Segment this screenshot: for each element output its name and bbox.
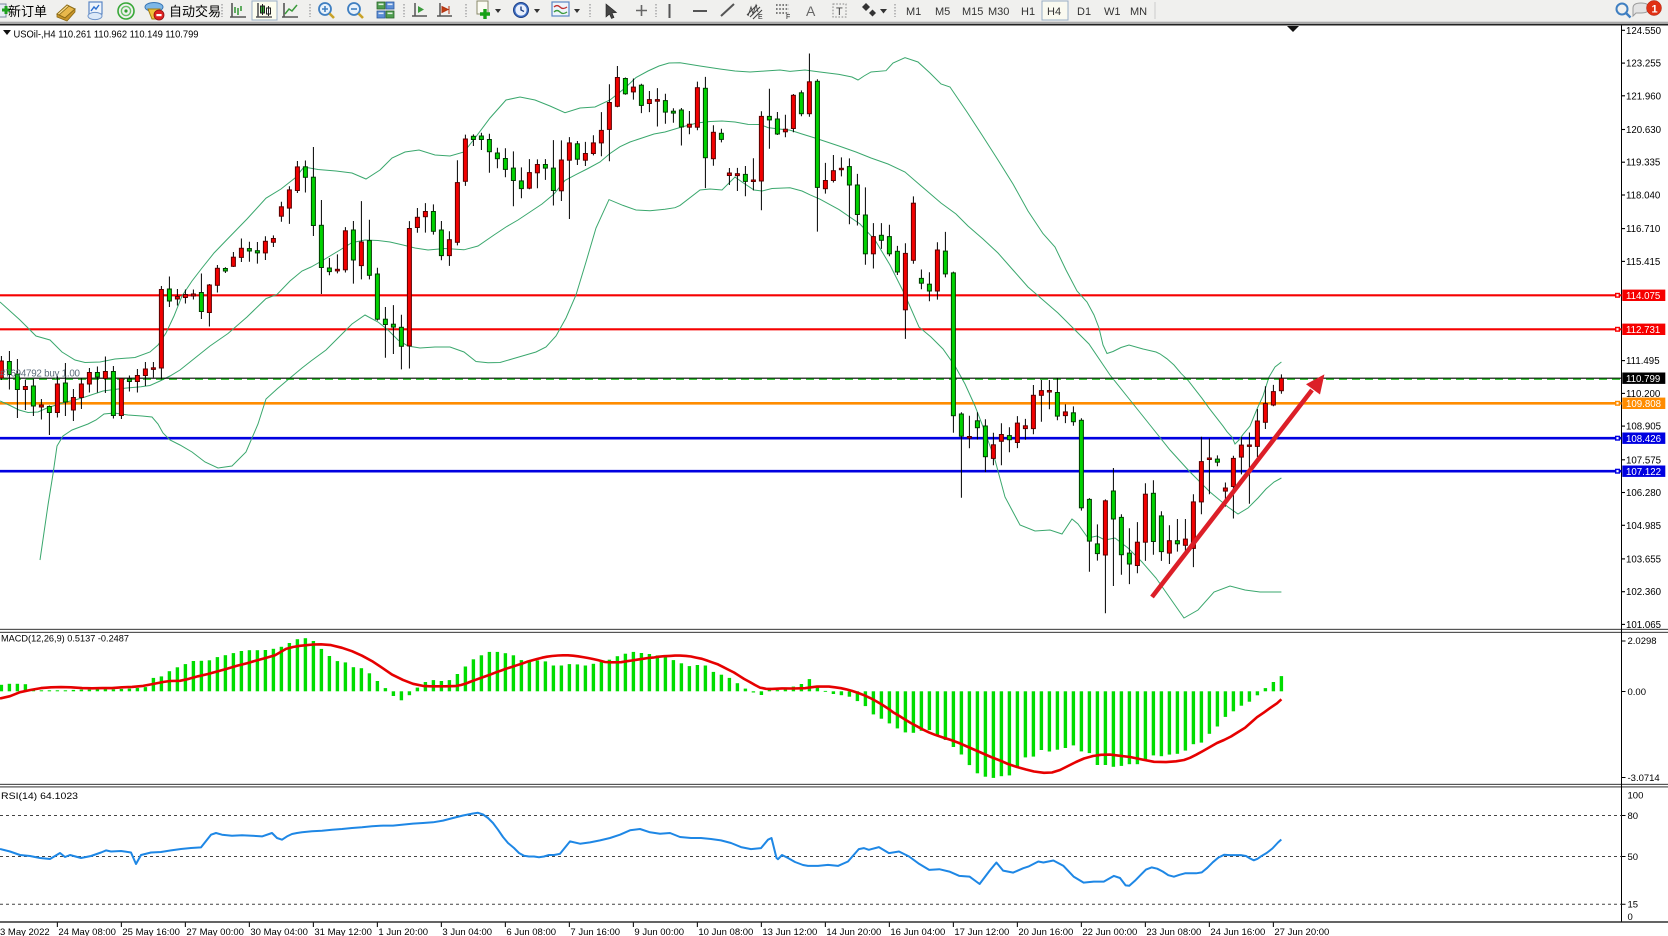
svg-text:109.808: 109.808: [1626, 399, 1661, 410]
svg-text:1: 1: [1652, 4, 1658, 16]
svg-text:H1: H1: [1021, 6, 1035, 18]
svg-text:123.255: 123.255: [1626, 59, 1661, 70]
svg-text:110.799: 110.799: [1626, 374, 1660, 385]
svg-text:100: 100: [1628, 791, 1644, 802]
svg-text:110.200: 110.200: [1626, 389, 1661, 400]
svg-text:3 Jun 04:00: 3 Jun 04:00: [442, 927, 492, 936]
svg-text:W1: W1: [1104, 6, 1121, 18]
svg-text:RSI(14) 64.1023: RSI(14) 64.1023: [1, 791, 78, 802]
svg-text:107.122: 107.122: [1626, 467, 1661, 478]
svg-text:31 May 12:00: 31 May 12:00: [314, 927, 372, 936]
svg-text:27 Jun 20:00: 27 Jun 20:00: [1274, 927, 1329, 936]
svg-text:1 Jun 20:00: 1 Jun 20:00: [378, 927, 428, 936]
svg-text:104.985: 104.985: [1626, 521, 1661, 532]
svg-text:30 May 04:00: 30 May 04:00: [250, 927, 308, 936]
svg-text:114.075: 114.075: [1626, 291, 1660, 302]
svg-text:2.0298: 2.0298: [1628, 636, 1657, 647]
svg-text:24 May 08:00: 24 May 08:00: [58, 927, 116, 936]
svg-text:118.040: 118.040: [1626, 191, 1661, 202]
svg-text:A: A: [806, 3, 816, 19]
svg-text:13 Jun 12:00: 13 Jun 12:00: [762, 927, 817, 936]
svg-text:107.575: 107.575: [1626, 455, 1661, 466]
svg-text:102.360: 102.360: [1626, 587, 1662, 598]
svg-text:80: 80: [1628, 811, 1639, 822]
svg-text:0: 0: [1628, 912, 1633, 923]
svg-text:M15: M15: [962, 6, 983, 18]
svg-text:25 May 16:00: 25 May 16:00: [122, 927, 180, 936]
svg-text:6 Jun 08:00: 6 Jun 08:00: [506, 927, 556, 936]
svg-text:23 Jun 08:00: 23 Jun 08:00: [1146, 927, 1201, 936]
svg-text:101.065: 101.065: [1626, 620, 1661, 631]
svg-text:16 Jun 04:00: 16 Jun 04:00: [890, 927, 945, 936]
svg-text:H4: H4: [1047, 6, 1061, 18]
svg-text:20 Jun 16:00: 20 Jun 16:00: [1018, 927, 1073, 936]
svg-text:17 Jun 12:00: 17 Jun 12:00: [954, 927, 1009, 936]
svg-text:M1: M1: [906, 6, 921, 18]
svg-text:116.710: 116.710: [1626, 224, 1661, 235]
svg-text:USOil-,H4 110.261 110.962 110: USOil-,H4 110.261 110.962 110.149 110.79…: [14, 29, 199, 41]
svg-text:#7694792 buy 1.00: #7694792 buy 1.00: [0, 369, 81, 380]
svg-text:14 Jun 20:00: 14 Jun 20:00: [826, 927, 881, 936]
svg-text:24 Jun 16:00: 24 Jun 16:00: [1210, 927, 1265, 936]
svg-text:115.415: 115.415: [1626, 257, 1660, 268]
svg-text:7 Jun 16:00: 7 Jun 16:00: [570, 927, 620, 936]
svg-text:新订单: 新订单: [8, 4, 47, 19]
svg-text:112.731: 112.731: [1626, 325, 1660, 336]
svg-text:F: F: [786, 14, 790, 21]
svg-text:15: 15: [1628, 900, 1639, 911]
svg-text:108.905: 108.905: [1626, 422, 1661, 433]
svg-text:-3.0714: -3.0714: [1628, 773, 1660, 784]
svg-text:MN: MN: [1130, 6, 1147, 18]
svg-text:108.426: 108.426: [1626, 434, 1661, 445]
svg-text:120.630: 120.630: [1626, 125, 1662, 136]
svg-text:自动交易: 自动交易: [169, 4, 221, 19]
svg-text:MACD(12,26,9) 0.5137 -0.2487: MACD(12,26,9) 0.5137 -0.2487: [1, 634, 129, 645]
svg-text:D1: D1: [1077, 6, 1091, 18]
svg-text:0.00: 0.00: [1628, 687, 1647, 698]
svg-text:103.655: 103.655: [1626, 554, 1661, 565]
svg-text:M30: M30: [988, 6, 1009, 18]
svg-text:T: T: [836, 6, 843, 18]
svg-text:27 May 00:00: 27 May 00:00: [186, 927, 244, 936]
svg-text:124.550: 124.550: [1626, 26, 1662, 37]
svg-text:106.280: 106.280: [1626, 488, 1662, 499]
svg-text:119.335: 119.335: [1626, 158, 1660, 169]
svg-text:121.960: 121.960: [1626, 91, 1662, 102]
svg-text:3 May 2022: 3 May 2022: [0, 927, 50, 936]
svg-text:22 Jun 00:00: 22 Jun 00:00: [1082, 927, 1137, 936]
svg-text:50: 50: [1628, 852, 1639, 863]
svg-text:10 Jun 08:00: 10 Jun 08:00: [698, 927, 753, 936]
svg-text:M5: M5: [935, 6, 950, 18]
svg-text:E: E: [758, 14, 763, 21]
svg-text:111.495: 111.495: [1626, 356, 1660, 367]
svg-text:9 Jun 00:00: 9 Jun 00:00: [634, 927, 684, 936]
